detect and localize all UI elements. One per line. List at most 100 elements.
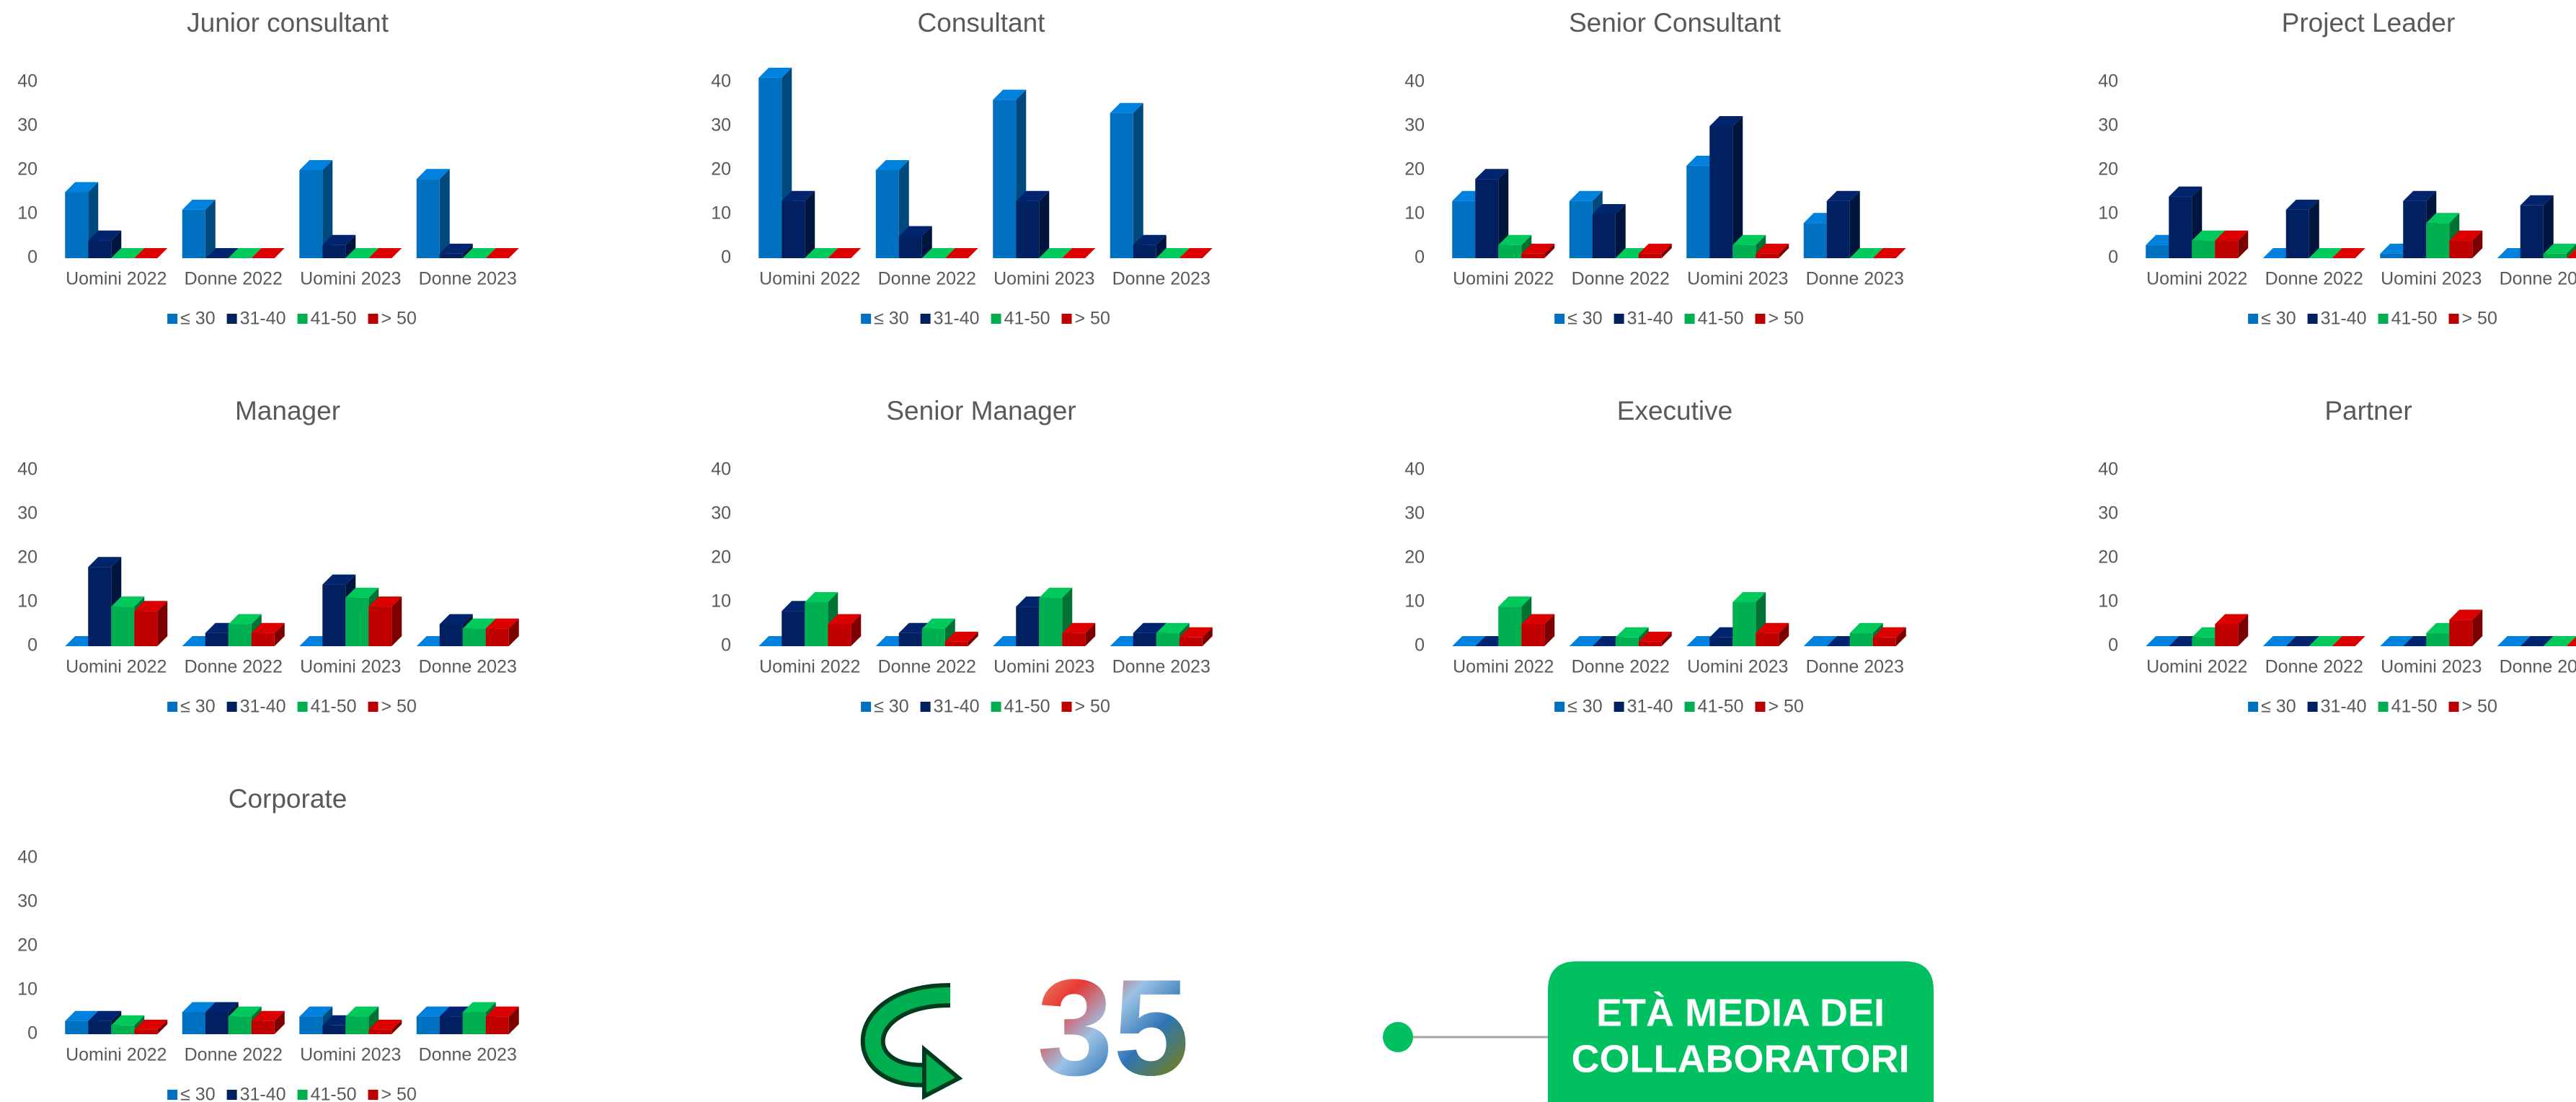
legend-swatch (1614, 702, 1624, 712)
x-tick-label: Uomini 2022 (2146, 657, 2247, 677)
bar (1593, 214, 1616, 258)
bar (1709, 126, 1732, 258)
bar (2215, 625, 2238, 647)
bar (134, 611, 157, 646)
bar (229, 1017, 252, 1034)
x-tick-label: Uomini 2022 (66, 1045, 167, 1065)
legend-label: 31-40 (1627, 309, 1673, 329)
bar (1827, 201, 1850, 258)
bar (1179, 638, 1203, 646)
bar (1016, 201, 1039, 258)
legend-label: ≤ 30 (180, 1085, 215, 1102)
bar (1016, 607, 1039, 646)
y-tick-label: 30 (17, 115, 37, 136)
legend-label: > 50 (1769, 697, 1804, 717)
average-age: 35 (1037, 951, 1189, 1102)
bar (134, 1030, 157, 1034)
legend-label: 41-50 (311, 309, 357, 329)
y-tick-label: 20 (2098, 547, 2118, 568)
legend-label: 31-40 (934, 697, 980, 717)
bar (922, 629, 945, 646)
bar (1639, 642, 1662, 646)
bar (463, 629, 486, 646)
bar (440, 1017, 463, 1034)
bar (2426, 223, 2449, 258)
y-tick-label: 10 (17, 979, 37, 1000)
x-tick-label: Donne 2023 (1806, 269, 1904, 289)
bar (111, 607, 134, 646)
bar (252, 1021, 275, 1034)
bar (899, 633, 922, 646)
bar (440, 254, 463, 258)
bar (182, 1013, 205, 1035)
bar (1498, 607, 1521, 646)
legend-label: ≤ 30 (180, 697, 215, 717)
legend-swatch (861, 702, 871, 712)
chart-title: Executive (1617, 396, 1732, 426)
bar (1156, 633, 1179, 646)
legend-label: ≤ 30 (1567, 309, 1602, 329)
legend-swatch (1062, 314, 1072, 324)
bar (993, 100, 1016, 258)
bar (486, 1017, 509, 1034)
bar (1110, 113, 1133, 258)
chart-title: Partner (2324, 396, 2412, 426)
y-tick-label: 0 (1415, 635, 1425, 656)
bar (2403, 201, 2426, 258)
x-tick-label: Uomini 2022 (1453, 269, 1554, 289)
bar (1709, 638, 1732, 646)
legend-swatch (2248, 702, 2258, 712)
bar-side (1039, 191, 1049, 258)
chart-title: Corporate (229, 784, 348, 814)
y-tick-label: 10 (17, 591, 37, 612)
bar (1452, 201, 1475, 258)
bar (876, 170, 899, 258)
y-tick-label: 20 (17, 159, 37, 180)
bar (182, 210, 205, 258)
legend-label: > 50 (381, 697, 417, 717)
x-tick-label: Uomini 2023 (2381, 657, 2482, 677)
bar (205, 633, 229, 646)
y-tick-label: 30 (1404, 115, 1425, 136)
bar (945, 642, 968, 646)
bar (782, 611, 805, 646)
bar-side (1133, 103, 1143, 258)
x-tick-label: Uomini 2022 (1453, 657, 1554, 677)
x-tick-label: Donne 2023 (2500, 657, 2576, 677)
x-tick-label: Uomini 2023 (2381, 269, 2482, 289)
x-tick-label: Uomini 2022 (759, 269, 860, 289)
x-tick-label: Donne 2023 (1112, 657, 1210, 677)
x-tick-label: Donne 2023 (419, 657, 517, 677)
legend-swatch (2308, 314, 2318, 324)
legend-swatch (1756, 314, 1766, 324)
y-tick-label: 40 (2098, 71, 2118, 92)
legend-swatch (2449, 314, 2459, 324)
legend-swatch (368, 1090, 379, 1100)
bar (65, 193, 88, 259)
x-tick-label: Donne 2022 (1572, 657, 1670, 677)
bar (229, 625, 252, 647)
bar (1756, 254, 1779, 258)
legend-label: 41-50 (311, 697, 357, 717)
legend-swatch (2378, 702, 2389, 712)
legend-label: 31-40 (1627, 697, 1673, 717)
bar (1686, 166, 1709, 258)
y-tick-label: 30 (1404, 503, 1425, 524)
y-tick-label: 10 (17, 203, 37, 224)
y-tick-label: 30 (17, 891, 37, 912)
x-tick-label: Donne 2023 (419, 1045, 517, 1065)
bar (322, 1026, 345, 1034)
bar-side (1850, 191, 1860, 258)
y-tick-label: 40 (17, 459, 37, 480)
bar (345, 1017, 368, 1034)
legend-swatch (2308, 702, 2318, 712)
bar (2286, 210, 2309, 258)
x-tick-label: Donne 2022 (185, 657, 283, 677)
y-tick-label: 30 (711, 503, 731, 524)
legend-swatch (861, 314, 871, 324)
x-tick-label: Uomini 2023 (300, 1045, 401, 1065)
bar (440, 625, 463, 647)
bar (1133, 633, 1156, 646)
y-tick-label: 20 (711, 547, 731, 568)
y-tick-label: 10 (2098, 203, 2118, 224)
